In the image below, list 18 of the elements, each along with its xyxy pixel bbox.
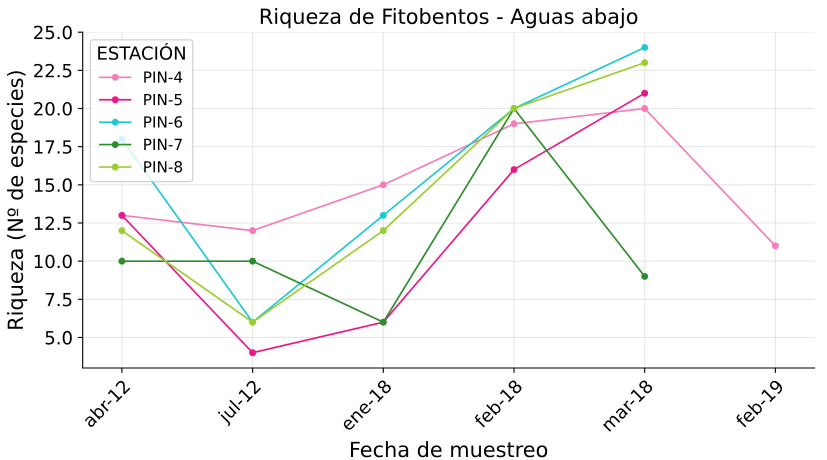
y-tick-label: 22.5 <box>34 64 72 78</box>
legend-label: PIN-6 <box>144 116 182 128</box>
chart-title: Riqueza de Fitobentos - Aguas abajo <box>260 8 638 28</box>
y-tick-label: 7.5 <box>46 293 72 306</box>
y-tick-label: 17.5 <box>34 140 72 154</box>
legend-label: PIN-5 <box>144 94 182 106</box>
y-tick-label: 20.0 <box>34 102 72 116</box>
legend-title: ESTACIÓN <box>98 42 185 60</box>
legend-label: PIN-8 <box>144 161 182 173</box>
y-tick-label: 12.5 <box>34 216 72 230</box>
y-axis-title: Riqueza (Nº de especies) <box>7 71 28 329</box>
legend-label: PIN-4 <box>144 72 182 83</box>
y-tick-label: 25.0 <box>34 26 72 40</box>
y-tick-label: 15.0 <box>34 178 72 192</box>
x-axis-title: Fecha de muestreo <box>351 441 548 458</box>
y-tick-label: 10.0 <box>34 254 72 268</box>
y-tick-label: 5.0 <box>46 330 72 345</box>
legend-label: PIN-7 <box>144 138 182 150</box>
